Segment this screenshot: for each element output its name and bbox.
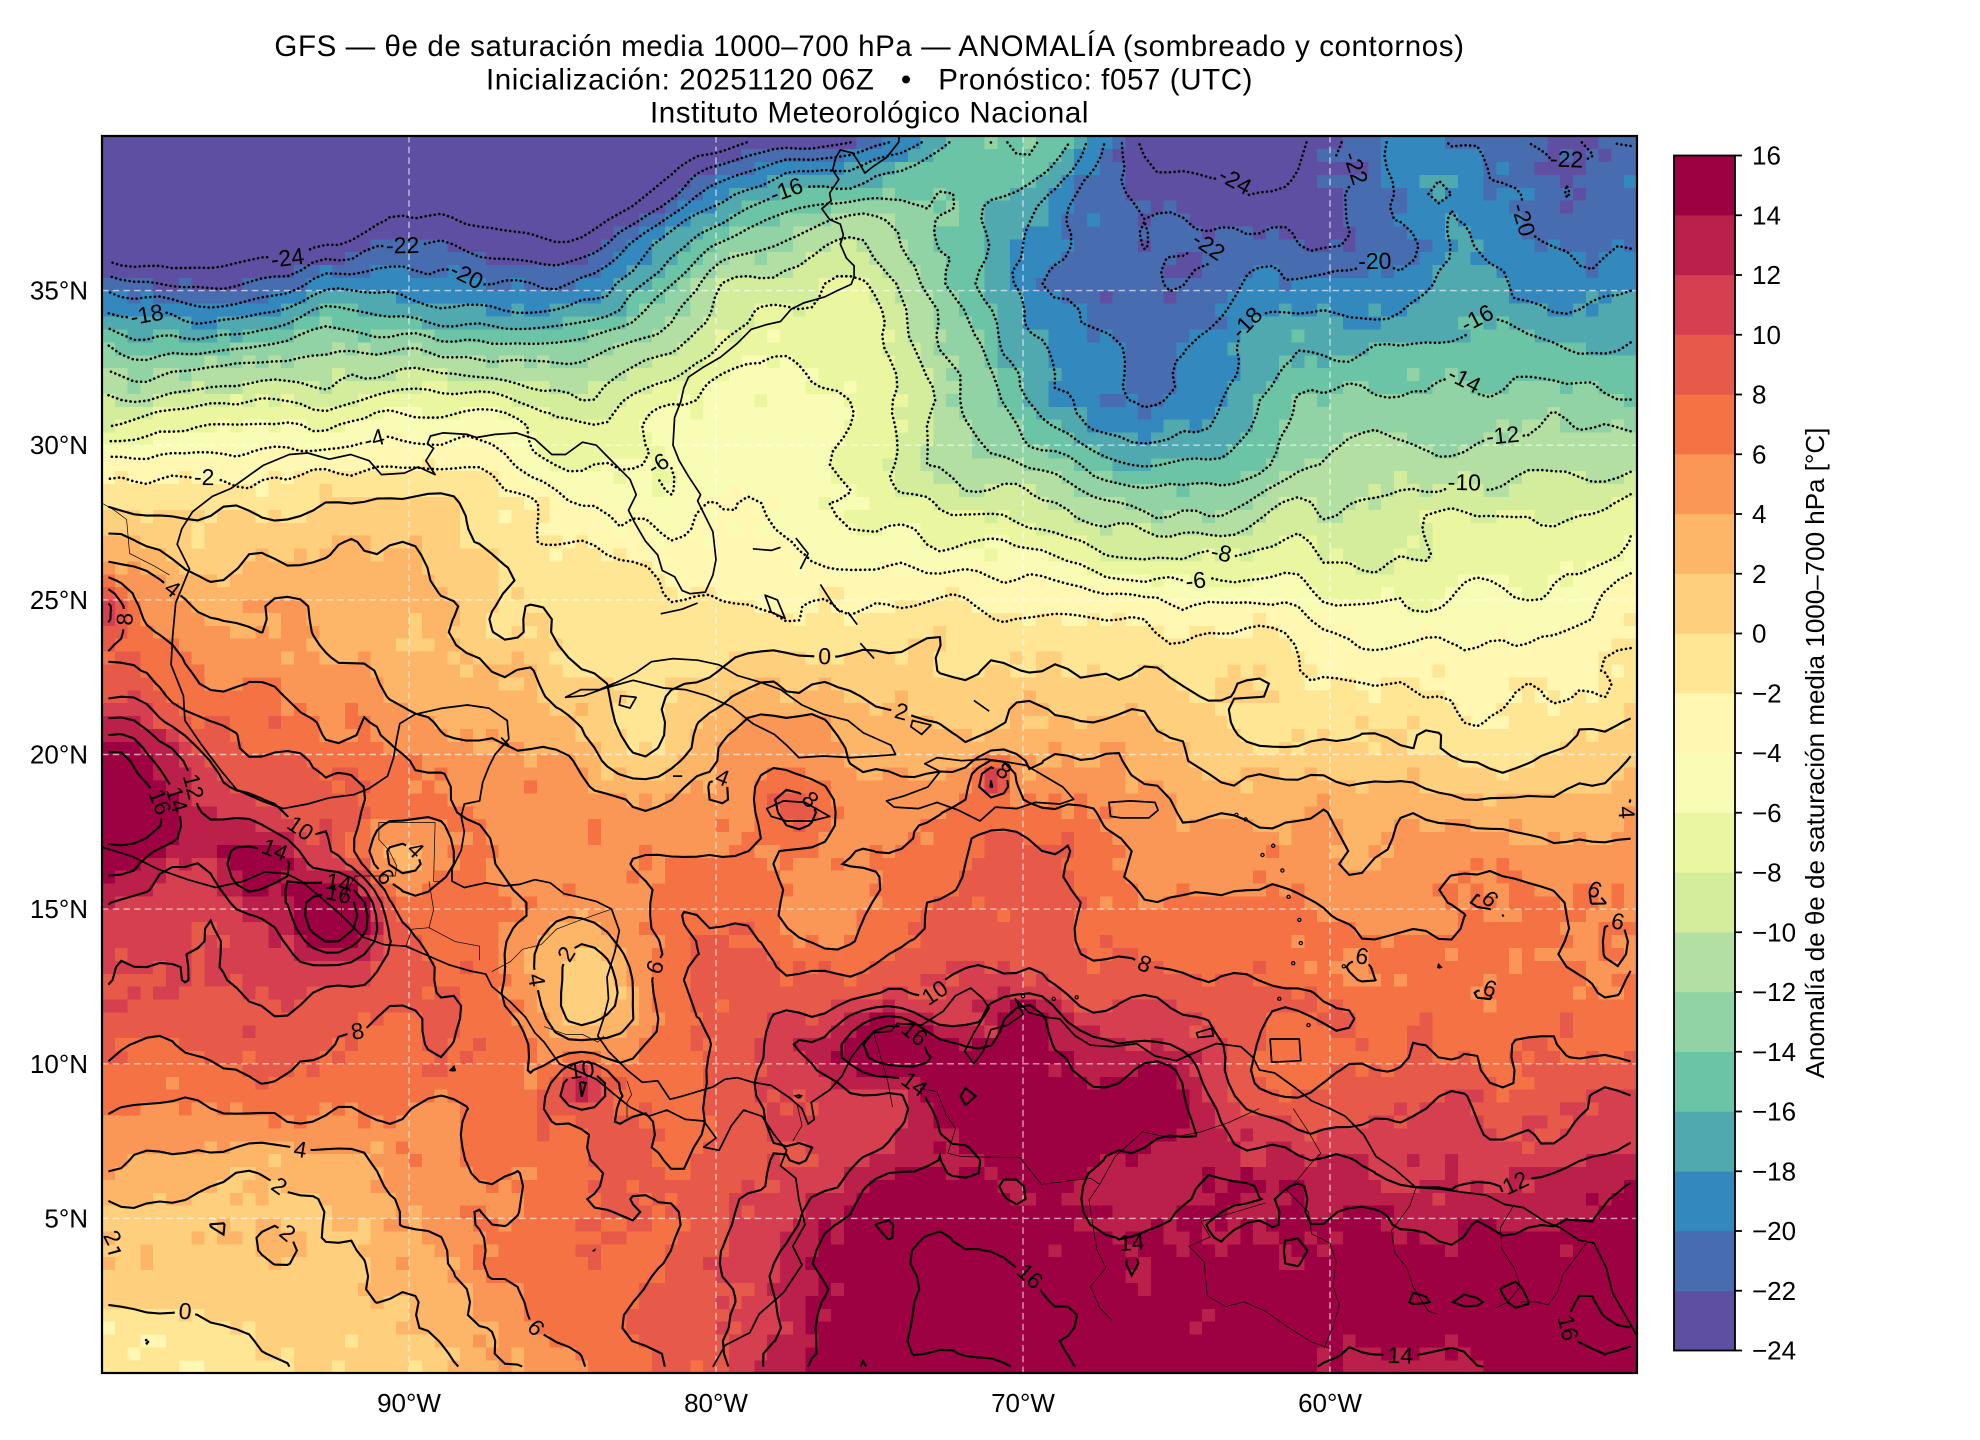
svg-text:−16: −16: [1752, 1097, 1796, 1127]
svg-text:Anomalía de θe de saturación m: Anomalía de θe de saturación media 1000–…: [1800, 428, 1830, 1079]
svg-text:6: 6: [1752, 439, 1766, 469]
svg-text:-22: -22: [1550, 146, 1584, 173]
svg-text:2: 2: [1752, 559, 1766, 589]
svg-text:−8: −8: [1752, 858, 1782, 888]
svg-text:20°N: 20°N: [30, 740, 88, 770]
svg-text:−4: −4: [1752, 738, 1782, 768]
svg-text:4: 4: [1752, 499, 1766, 529]
svg-text:-6: -6: [1184, 566, 1207, 594]
svg-text:−14: −14: [1752, 1037, 1796, 1067]
svg-text:14: 14: [1752, 200, 1781, 230]
svg-text:Instituto Meteorológico Nacion: Instituto Meteorológico Nacional: [650, 97, 1089, 130]
svg-text:8: 8: [1752, 380, 1766, 410]
svg-text:14: 14: [1387, 1342, 1414, 1369]
svg-text:80°W: 80°W: [684, 1388, 748, 1418]
svg-text:10: 10: [1752, 320, 1781, 350]
svg-text:10: 10: [567, 1055, 596, 1084]
svg-text:10°N: 10°N: [30, 1049, 88, 1079]
svg-text:16: 16: [1752, 141, 1781, 171]
svg-text:14: 14: [1118, 1229, 1145, 1256]
svg-text:0: 0: [1752, 619, 1766, 649]
svg-text:0: 0: [178, 1298, 193, 1325]
svg-text:-2: -2: [194, 464, 215, 490]
svg-text:−20: −20: [1752, 1216, 1796, 1246]
svg-text:15°N: 15°N: [30, 894, 88, 924]
svg-text:−6: −6: [1752, 798, 1782, 828]
svg-text:-10: -10: [1447, 469, 1481, 496]
svg-text:−18: −18: [1752, 1156, 1796, 1186]
svg-text:25°N: 25°N: [30, 585, 88, 615]
svg-text:−10: −10: [1752, 917, 1796, 947]
svg-text:-22: -22: [386, 232, 420, 259]
svg-text:70°W: 70°W: [991, 1388, 1055, 1418]
svg-text:60°W: 60°W: [1298, 1388, 1362, 1418]
svg-text:12: 12: [1752, 260, 1781, 290]
svg-text:30°N: 30°N: [30, 430, 88, 460]
svg-text:35°N: 35°N: [30, 276, 88, 306]
svg-text:GFS — θe de saturación media 1: GFS — θe de saturación media 1000–700 hP…: [274, 30, 1464, 63]
svg-text:90°W: 90°W: [377, 1388, 441, 1418]
svg-text:8: 8: [111, 613, 137, 626]
svg-text:-24: -24: [269, 243, 306, 273]
svg-text:0: 0: [818, 643, 831, 669]
svg-text:Inicialización: 20251120 06Z: Inicialización: 20251120 06Z • Pronóstic…: [486, 64, 1253, 97]
svg-text:−12: −12: [1752, 977, 1796, 1007]
svg-text:−24: −24: [1752, 1336, 1796, 1366]
svg-text:-20: -20: [1358, 248, 1392, 275]
svg-text:5°N: 5°N: [44, 1203, 88, 1233]
svg-text:-12: -12: [1485, 421, 1521, 450]
svg-text:−2: −2: [1752, 678, 1782, 708]
svg-text:−22: −22: [1752, 1276, 1796, 1306]
